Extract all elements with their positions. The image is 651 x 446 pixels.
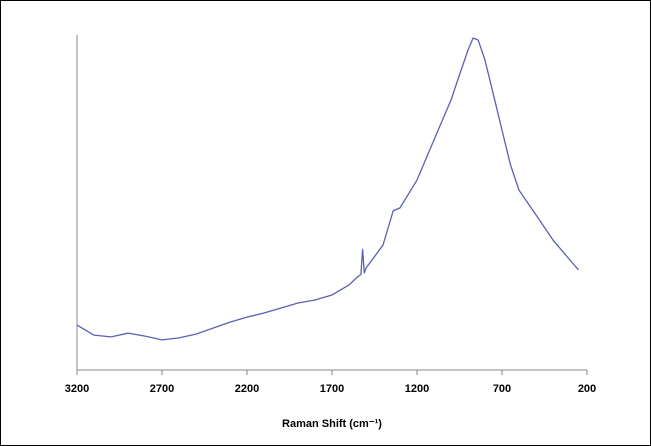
x-tick-label: 1200 xyxy=(405,383,429,395)
x-tick-label: 3200 xyxy=(65,383,89,395)
spectrum-line xyxy=(76,37,579,341)
x-tick-label: 700 xyxy=(493,383,511,395)
x-tick-label: 1700 xyxy=(320,383,344,395)
x-axis-title: Raman Shift (cm⁻¹) xyxy=(282,418,382,430)
x-tick-label: 2200 xyxy=(235,383,259,395)
x-tick-label: 200 xyxy=(578,383,596,395)
x-tick-label: 2700 xyxy=(150,383,174,395)
